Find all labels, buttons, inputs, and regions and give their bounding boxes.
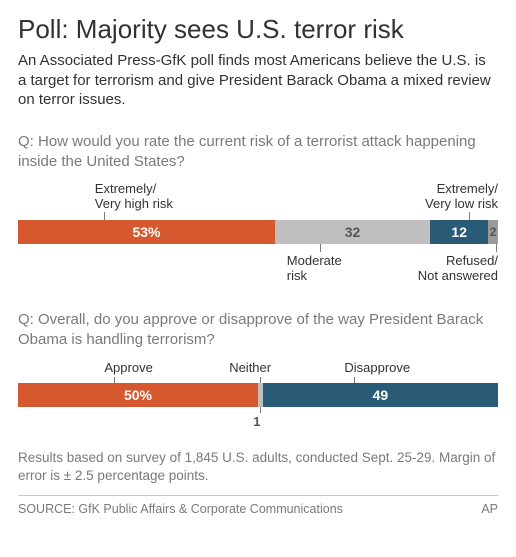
bar-segment: 32 (275, 220, 430, 244)
tick-icon (260, 377, 261, 383)
q2-label-neither: Neither (229, 361, 271, 376)
bar-segment: 53% (18, 220, 275, 244)
q1-label-moderate: Moderaterisk (287, 254, 342, 284)
footnote: Results based on survey of 1,845 U.S. ad… (18, 449, 498, 496)
tick-icon (114, 377, 115, 383)
page-title: Poll: Majority sees U.S. terror risk (18, 14, 498, 45)
q2-bar: 50%49 (18, 383, 498, 407)
tick-icon (320, 244, 321, 252)
q1-label-low: Extremely/Very low risk (425, 182, 498, 212)
question-1-text: Q: How would you rate the current risk o… (18, 132, 498, 173)
q1-label-refused: Refused/Not answered (418, 254, 498, 284)
tick-icon (104, 212, 105, 220)
bar-segment: 2 (488, 220, 498, 244)
bar-segment: 12 (430, 220, 488, 244)
q2-label-disapprove: Disapprove (344, 361, 410, 376)
question-2-text: Q: Overall, do you approve or disapprove… (18, 310, 498, 351)
tick-icon (354, 377, 355, 383)
chart-2: Approve Neither Disapprove 50%49 1 (18, 361, 498, 427)
tick-icon (496, 244, 497, 252)
page-subtitle: An Associated Press-GfK poll finds most … (18, 51, 498, 110)
chart-1: Extremely/Very high risk Extremely/Very … (18, 182, 498, 286)
q1-label-high: Extremely/Very high risk (95, 182, 173, 212)
q2-value-neither: 1 (253, 415, 260, 430)
source-label: SOURCE: GfK Public Affairs & Corporate C… (18, 502, 343, 516)
bar-segment: 50% (18, 383, 258, 407)
bar-segment: 49 (263, 383, 498, 407)
tick-icon (469, 212, 470, 220)
tick-icon (260, 407, 261, 413)
q2-label-approve: Approve (104, 361, 152, 376)
q1-bar: 53%32122 (18, 220, 498, 244)
source-credit: AP (481, 502, 498, 516)
